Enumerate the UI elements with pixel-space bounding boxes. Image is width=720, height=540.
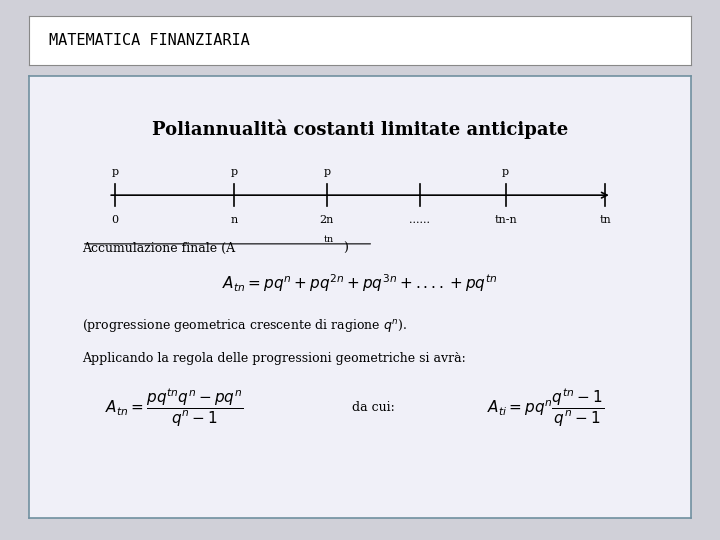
Text: p: p	[112, 167, 119, 178]
Text: p: p	[230, 167, 238, 178]
Text: Applicando la regola delle progressioni geometriche si avrà:: Applicando la regola delle progressioni …	[82, 353, 466, 366]
Text: da cui:: da cui:	[352, 401, 395, 414]
Text: MATEMATICA FINANZIARIA: MATEMATICA FINANZIARIA	[49, 33, 249, 48]
Text: 0: 0	[112, 215, 119, 225]
Text: n: n	[230, 215, 238, 225]
Text: $A_{ti} = pq^{n} \dfrac{q^{tn} - 1}{q^{n} - 1}$: $A_{ti} = pq^{n} \dfrac{q^{tn} - 1}{q^{n…	[487, 387, 604, 429]
Text: ......: ......	[409, 215, 430, 225]
Text: Accumulazione finale (A: Accumulazione finale (A	[82, 241, 235, 255]
Text: p: p	[502, 167, 509, 178]
Text: 2n: 2n	[320, 215, 334, 225]
Text: p: p	[323, 167, 330, 178]
Text: tn-n: tn-n	[495, 215, 517, 225]
Text: $A_{tn} = pq^{n} + pq^{2n} + pq^{3n} + .... + pq^{tn}$: $A_{tn} = pq^{n} + pq^{2n} + pq^{3n} + .…	[222, 273, 498, 294]
Text: tn: tn	[323, 235, 333, 244]
Text: (progressione geometrica crescente di ragione $q^{n}$).: (progressione geometrica crescente di ra…	[82, 317, 407, 334]
Text: ): )	[343, 241, 348, 255]
Text: Poliannualità costanti limitate anticipate: Poliannualità costanti limitate anticipa…	[152, 120, 568, 139]
Text: tn: tn	[599, 215, 611, 225]
Text: $A_{tn} = \dfrac{pq^{tn}q^{n} - pq^{n}}{q^{n} - 1}$: $A_{tn} = \dfrac{pq^{tn}q^{n} - pq^{n}}{…	[105, 387, 244, 429]
